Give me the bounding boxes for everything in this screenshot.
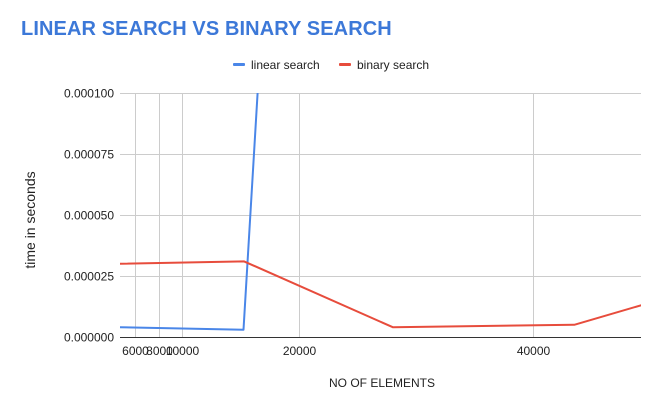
y-tick-label: 0.000100 xyxy=(64,87,114,101)
grid-layer xyxy=(120,93,641,337)
legend: linear search binary search xyxy=(233,58,429,72)
legend-label-linear-search: linear search xyxy=(251,58,320,72)
x-axis-title: NO OF ELEMENTS xyxy=(329,376,435,390)
x-tick-label: 40000 xyxy=(517,344,551,358)
legend-label-binary-search: binary search xyxy=(357,58,429,72)
x-tick-label: 6000 xyxy=(122,344,149,358)
y-tick-label: 0.000075 xyxy=(64,148,114,162)
y-tick-label: 0.000025 xyxy=(64,270,114,284)
series-layer xyxy=(120,93,641,331)
axis-layer: 0.000000 0.000025 0.000050 0.000075 0.000100… xyxy=(64,87,641,358)
legend-swatch-binary-search xyxy=(339,63,351,66)
x-tick-label: 10000 xyxy=(166,344,200,358)
x-tick-label: 20000 xyxy=(283,344,317,358)
x-tick-label: 8000 xyxy=(146,344,173,358)
y-tick-label: 0.000000 xyxy=(64,331,114,345)
legend-swatch-linear-search xyxy=(233,63,245,66)
chart-title: LINEAR SEARCH VS BINARY SEARCH xyxy=(21,18,392,40)
y-axis-title: time in seconds xyxy=(22,171,38,268)
y-tick-label: 0.000050 xyxy=(64,209,114,223)
series-line-linear-search xyxy=(120,93,259,331)
series-line-binary-search xyxy=(120,260,641,329)
